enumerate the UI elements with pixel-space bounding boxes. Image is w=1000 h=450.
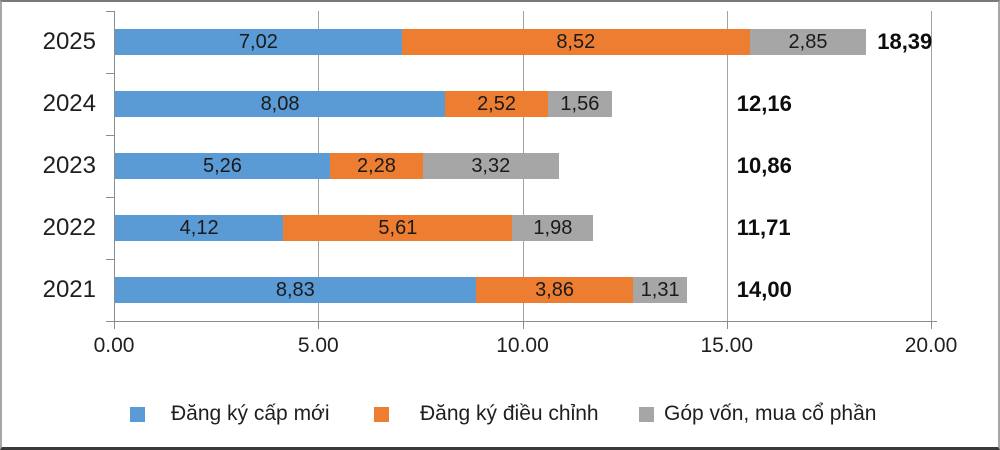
legend-label: Đăng ký điều chỉnh xyxy=(420,402,599,425)
x-tick-mark xyxy=(726,321,728,329)
x-tick-mark xyxy=(318,321,320,329)
total-label-2021: 14,00 xyxy=(736,277,792,302)
bar-segment-series0-2024: 8,08 xyxy=(115,91,446,117)
bar-segment-series2-2022: 1,98 xyxy=(512,215,594,241)
x-axis-line xyxy=(114,321,937,322)
bar-segment-series0-2022: 4,12 xyxy=(115,215,284,241)
segment-value-label: 8,52 xyxy=(556,30,596,53)
segment-value-label: 8,08 xyxy=(260,92,300,115)
x-tick-label-10: 10.00 xyxy=(496,334,549,357)
bar-segment-series1-2024: 2,52 xyxy=(445,91,548,117)
y-tick-mark xyxy=(106,197,114,198)
segment-value-label: 4,12 xyxy=(179,216,219,239)
category-label-2023: 2023 xyxy=(42,152,96,179)
segment-value-label: 2,28 xyxy=(356,154,396,177)
legend-item-dang-ky-cap-moi: Đăng ký cấp mới xyxy=(130,402,330,425)
segment-value-label: 1,31 xyxy=(640,278,680,301)
bar-row-2023: 5,26 2,28 3,32 xyxy=(115,153,559,179)
legend-label: Góp vốn, mua cổ phần xyxy=(664,402,877,425)
bar-segment-series2-2024: 1,56 xyxy=(548,91,612,117)
segment-value-label: 2,85 xyxy=(788,30,828,53)
bar-segment-series2-2025: 2,85 xyxy=(749,29,867,55)
total-label-2025: 18,39 xyxy=(877,29,933,54)
total-label-2023: 10,86 xyxy=(736,153,792,178)
segment-value-label: 5,26 xyxy=(202,154,242,177)
legend-swatch-blue-icon xyxy=(130,406,145,422)
x-tick-label-0: 0.00 xyxy=(93,334,135,357)
y-tick-mark xyxy=(106,259,114,260)
bar-segment-series0-2021: 8,83 xyxy=(115,277,476,303)
x-tick-label-15: 15.00 xyxy=(700,334,754,357)
x-tick-mark xyxy=(522,321,524,329)
total-label-2024: 12,16 xyxy=(736,91,792,116)
segment-value-label: 8,83 xyxy=(275,278,315,301)
bar-segment-series2-2023: 3,32 xyxy=(422,153,559,179)
bar-segment-series1-2025: 8,52 xyxy=(401,29,750,55)
segment-value-label: 7,02 xyxy=(238,30,278,53)
segment-value-label: 1,56 xyxy=(560,92,600,115)
x-tick-label-5: 5.00 xyxy=(297,334,339,357)
gridline-15.00 xyxy=(726,11,728,321)
bar-segment-series1-2022: 5,61 xyxy=(283,215,513,241)
x-tick-mark xyxy=(114,321,115,329)
x-tick-mark xyxy=(931,321,932,329)
x-tick-label-20: 20.00 xyxy=(904,334,958,357)
segment-value-label: 3,86 xyxy=(535,278,574,301)
category-label-2024: 2024 xyxy=(42,90,96,117)
bar-row-2021: 8,83 3,86 1,31 xyxy=(115,277,687,303)
bar-row-2024: 8,08 2,52 1,56 xyxy=(115,91,612,117)
segment-value-label: 1,98 xyxy=(533,216,573,239)
y-tick-mark xyxy=(106,11,114,12)
legend-swatch-gray-icon xyxy=(639,406,654,422)
segment-value-label: 5,61 xyxy=(378,216,418,239)
category-label-2021: 2021 xyxy=(42,276,96,303)
y-tick-mark xyxy=(106,135,114,136)
y-tick-mark xyxy=(106,73,114,74)
total-label-2022: 11,71 xyxy=(736,215,791,240)
gridline-20.00 xyxy=(931,11,932,321)
y-tick-mark xyxy=(106,321,114,322)
bar-segment-series0-2025: 7,02 xyxy=(115,29,402,55)
bar-segment-series1-2021: 3,86 xyxy=(475,277,634,303)
legend-item-gop-von-mua-co-phan: Góp vốn, mua cổ phần xyxy=(639,402,877,425)
legend-item-dang-ky-dieu-chinh: Đăng ký điều chỉnh xyxy=(374,402,599,425)
segment-value-label: 3,32 xyxy=(471,154,511,177)
category-label-2025: 2025 xyxy=(42,28,96,55)
bar-segment-series1-2023: 2,28 xyxy=(329,153,423,179)
legend-swatch-orange-icon xyxy=(374,406,389,422)
category-label-2022: 2022 xyxy=(42,214,96,241)
segment-value-label: 2,52 xyxy=(477,92,516,115)
bar-segment-series2-2021: 1,31 xyxy=(633,277,687,303)
bar-row-2022: 4,12 5,61 1,98 xyxy=(115,215,594,241)
bar-row-2025: 7,02 8,52 2,85 xyxy=(115,29,867,55)
bar-segment-series0-2023: 5,26 xyxy=(115,153,330,179)
legend-label: Đăng ký cấp mới xyxy=(171,402,330,425)
y-axis-line xyxy=(114,11,115,321)
